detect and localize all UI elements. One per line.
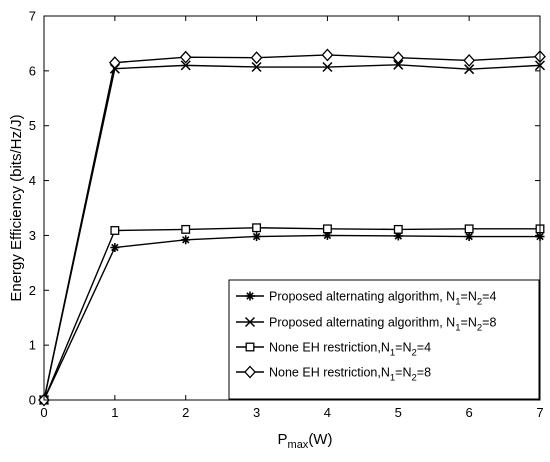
- legend-label-part: =8: [417, 366, 431, 380]
- legend-label-part: Proposed alternating algorithm, N: [269, 290, 455, 304]
- x-tick-label: 3: [253, 405, 260, 420]
- y-tick-label: 3: [29, 228, 36, 243]
- x-tick-label: 2: [182, 405, 189, 420]
- x-tick-label: 4: [324, 405, 331, 420]
- legend-box: [228, 279, 540, 400]
- data-point-marker: [251, 61, 262, 73]
- legend-label-part: =N: [395, 366, 411, 380]
- legend-label-part: None EH restriction,N: [269, 341, 390, 355]
- series-line: [43, 54, 541, 401]
- legend-marker: [244, 316, 256, 328]
- series-line: [43, 64, 541, 401]
- x-tick-label: 0: [40, 405, 47, 420]
- ticks-layer: 0 1 2 3 4 5 6 7 0 1 2 3 4 5 6 7: [29, 9, 544, 421]
- legend-label: Proposed alternating algorithm, N1=N2=4: [269, 290, 496, 308]
- series-layer: [38, 48, 546, 407]
- y-tick-label: 7: [29, 9, 36, 24]
- data-point-marker: [181, 235, 191, 245]
- legend-label-part: 2: [477, 297, 482, 308]
- y-tick-label: 6: [29, 63, 36, 78]
- legend-marker: [245, 342, 255, 352]
- data-point-marker: [322, 224, 332, 234]
- legend-label: None EH restriction,N1=N2=4: [269, 341, 431, 359]
- legend-label-part: 2: [412, 373, 417, 384]
- legend-entry: None EH restriction,N1=N2=8: [236, 366, 431, 384]
- x-tick-label: 1: [111, 405, 118, 420]
- data-point-marker: [321, 48, 334, 62]
- data-point-marker: [108, 56, 121, 70]
- legend: Proposed alternating algorithm, N1=N2=4P…: [228, 279, 540, 400]
- data-point-marker: [393, 59, 404, 70]
- y-tick-label: 0: [29, 393, 36, 408]
- x-axis-title: Pmax(W): [278, 431, 333, 451]
- data-point-marker: [463, 53, 476, 67]
- legend-label-part: 2: [412, 348, 417, 359]
- y-tick-label: 4: [29, 173, 36, 188]
- y-axis-title: Energy Efficiency (bits/Hz/J): [8, 114, 25, 301]
- legend-label-part: 1: [390, 348, 395, 359]
- y-tick-label: 1: [29, 338, 36, 353]
- legend-label-part: Proposed alternating algorithm, N: [269, 316, 455, 330]
- data-point-marker: [393, 224, 403, 234]
- legend-entry: Proposed alternating algorithm, N1=N2=8: [236, 316, 496, 334]
- data-point-marker: [110, 226, 120, 235]
- data-point-marker: [464, 224, 474, 234]
- data-point-marker: [464, 64, 475, 75]
- x-tick-label: 7: [536, 405, 543, 420]
- x-tick-label: 6: [466, 405, 473, 420]
- data-point-marker: [181, 224, 191, 234]
- data-point-marker: [179, 50, 192, 64]
- legend-label: None EH restriction,N1=N2=8: [269, 366, 431, 384]
- legend-entry: Proposed alternating algorithm, N1=N2=4: [236, 290, 496, 308]
- data-point-marker: [110, 242, 120, 252]
- legend-label-part: =N: [461, 316, 477, 330]
- legend-label-part: None EH restriction,N: [269, 366, 390, 380]
- legend-marker: [245, 291, 255, 301]
- data-point-marker: [252, 223, 262, 233]
- data-point-marker: [250, 51, 263, 65]
- data-point-marker: [252, 232, 262, 242]
- legend-entry: None EH restriction,N1=N2=4: [236, 341, 431, 359]
- legend-label: Proposed alternating algorithm, N1=N2=8: [269, 316, 496, 334]
- series-4: [38, 48, 546, 407]
- series-line: [43, 234, 540, 401]
- data-point-marker: [392, 51, 405, 65]
- legend-label-part: =8: [482, 316, 496, 330]
- series-line: [43, 227, 540, 401]
- legend-label-part: 1: [455, 297, 460, 308]
- legend-marker: [244, 365, 256, 379]
- x-axis-title-unit: (W): [308, 431, 332, 448]
- plot-frame: [43, 15, 541, 401]
- data-point-marker: [180, 60, 191, 71]
- y-tick-label: 2: [29, 283, 36, 298]
- legend-label-part: =N: [395, 341, 411, 355]
- x-tick-label: 5: [395, 405, 402, 420]
- legend-items: Proposed alternating algorithm, N1=N2=4P…: [236, 290, 496, 384]
- legend-label-part: =N: [461, 290, 477, 304]
- legend-label-part: =4: [482, 290, 496, 304]
- legend-label-part: 2: [477, 323, 482, 334]
- x-axis-title-sub: max: [288, 439, 309, 451]
- data-point-marker: [464, 232, 474, 242]
- x-axis-title-main: P: [278, 431, 288, 448]
- y-tick-label: 5: [29, 118, 36, 133]
- data-point-marker: [322, 61, 333, 73]
- legend-label-part: =4: [417, 341, 431, 355]
- legend-label-part: 1: [455, 323, 460, 334]
- legend-label-part: 1: [390, 373, 395, 384]
